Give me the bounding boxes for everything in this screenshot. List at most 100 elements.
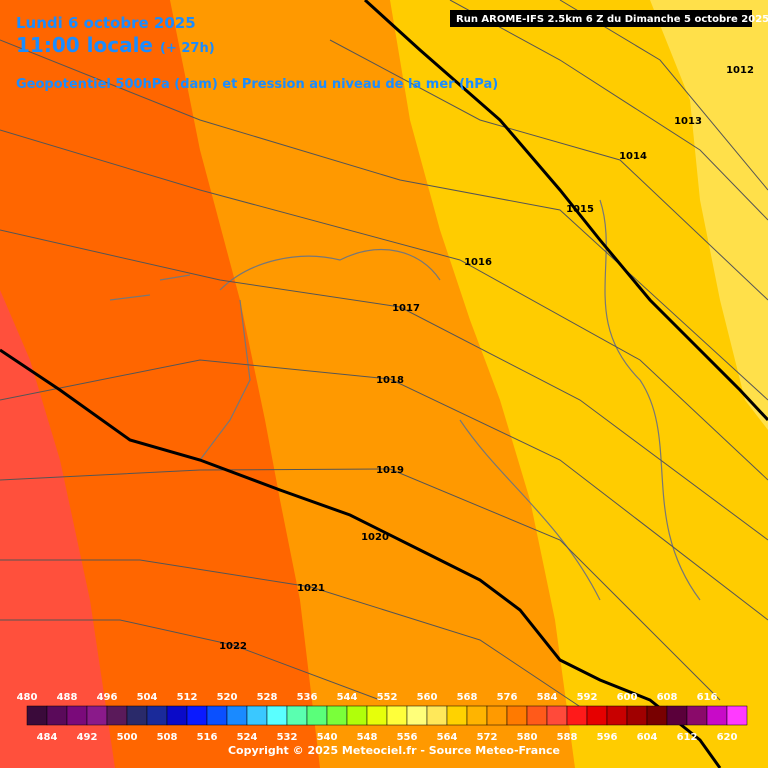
scale-swatch — [246, 705, 268, 726]
scale-label: 512 — [177, 692, 198, 703]
scale-swatch — [266, 705, 288, 726]
scale-label: 604 — [637, 732, 658, 743]
border — [459, 199, 701, 601]
scale-label: 504 — [137, 692, 158, 703]
scale-swatch — [666, 705, 688, 726]
scale-label: 480 — [17, 692, 38, 703]
scale-swatch — [206, 705, 228, 726]
isobar-label: 1021 — [297, 583, 325, 594]
scale-label: 568 — [457, 692, 478, 703]
scale-label: 572 — [477, 732, 498, 743]
time: 11:00 locale — [16, 33, 153, 57]
scale-swatch — [426, 705, 448, 726]
scale-swatch — [286, 705, 308, 726]
subtitle: Geopotentiel 500hPa (dam) et Pression au… — [16, 77, 498, 92]
scale-label: 552 — [377, 692, 398, 703]
scale-swatch — [106, 705, 128, 726]
scale-label: 540 — [317, 732, 338, 743]
scale-swatch — [126, 705, 148, 726]
scale-label: 536 — [297, 692, 318, 703]
isobar — [0, 359, 768, 621]
isobar — [0, 559, 601, 721]
scale-label: 608 — [657, 692, 678, 703]
scale-swatch — [46, 705, 68, 726]
scale-label: 484 — [37, 732, 58, 743]
scale-label: 600 — [617, 692, 638, 703]
isobar — [0, 619, 381, 701]
scale-swatch — [66, 705, 88, 726]
scale-label: 584 — [537, 692, 558, 703]
scale-swatch — [686, 705, 708, 726]
scale-swatch — [346, 705, 368, 726]
scale-swatch — [706, 705, 728, 726]
scale-swatch — [326, 705, 348, 726]
scale-swatch — [446, 705, 468, 726]
run-box — [450, 10, 752, 27]
scale-swatch — [506, 705, 528, 726]
scale-label: 588 — [557, 732, 578, 743]
scale-swatch — [626, 705, 648, 726]
scale-label: 580 — [517, 732, 538, 743]
isobar — [0, 229, 768, 541]
scale-label: 576 — [497, 692, 518, 703]
scale-label: 488 — [57, 692, 78, 703]
isobar-label: 1016 — [464, 257, 492, 268]
scale-swatch — [486, 705, 508, 726]
scale-label: 500 — [117, 732, 138, 743]
scale-label: 556 — [397, 732, 418, 743]
scale-swatch — [86, 705, 108, 726]
scale-swatch — [546, 705, 568, 726]
isobar — [0, 468, 721, 701]
geopotential-line — [363, 0, 768, 422]
scale-label: 532 — [277, 732, 298, 743]
scale-label: 620 — [717, 732, 738, 743]
scale-swatch — [646, 705, 668, 726]
run-info: Run AROME-IFS 2.5km 6 Z du Dimanche 5 oc… — [456, 14, 768, 25]
scale-label: 496 — [97, 692, 118, 703]
lead: (+ 27h) — [160, 41, 215, 56]
scale-swatch — [306, 705, 328, 726]
isobar-label: 1015 — [566, 204, 594, 215]
scale-label: 516 — [197, 732, 218, 743]
scale-swatch — [566, 705, 588, 726]
isobar-label: 1014 — [619, 151, 647, 162]
scale-label: 596 — [597, 732, 618, 743]
scale-label: 528 — [257, 692, 278, 703]
scale-label: 612 — [677, 732, 698, 743]
date: Lundi 6 octobre 2025 — [16, 14, 196, 32]
isobar-label: 1018 — [376, 375, 404, 386]
scale-label: 508 — [157, 732, 178, 743]
isobar — [329, 39, 768, 301]
scale-swatch — [366, 705, 388, 726]
scale-swatch — [226, 705, 248, 726]
isobar-label: 1012 — [726, 65, 754, 76]
scale-swatch — [26, 705, 48, 726]
geopotential-line — [0, 348, 722, 769]
scale-swatch — [406, 705, 428, 726]
scale-label: 492 — [77, 732, 98, 743]
copyright: Copyright © 2025 Meteociel.fr - Source M… — [228, 744, 560, 757]
scale-label: 560 — [417, 692, 438, 703]
isobar — [449, 0, 768, 221]
scale-swatch — [166, 705, 188, 726]
scale-swatch — [186, 705, 208, 726]
scale-swatch — [386, 705, 408, 726]
isobar-label: 1013 — [674, 116, 702, 127]
coastline — [109, 249, 441, 461]
scale-label: 564 — [437, 732, 458, 743]
scale-label: 520 — [217, 692, 238, 703]
isobar-label: 1019 — [376, 465, 404, 476]
isobar-label: 1017 — [392, 303, 420, 314]
scale-swatch — [466, 705, 488, 726]
scale-swatch — [146, 705, 168, 726]
scale-label: 524 — [237, 732, 258, 743]
scale-swatch — [606, 705, 628, 726]
scale-label: 544 — [337, 692, 358, 703]
isobar-label: 1022 — [219, 641, 247, 652]
isobar — [0, 129, 768, 481]
scale-label: 592 — [577, 692, 598, 703]
scale-swatch — [586, 705, 608, 726]
scale-label: 548 — [357, 732, 378, 743]
